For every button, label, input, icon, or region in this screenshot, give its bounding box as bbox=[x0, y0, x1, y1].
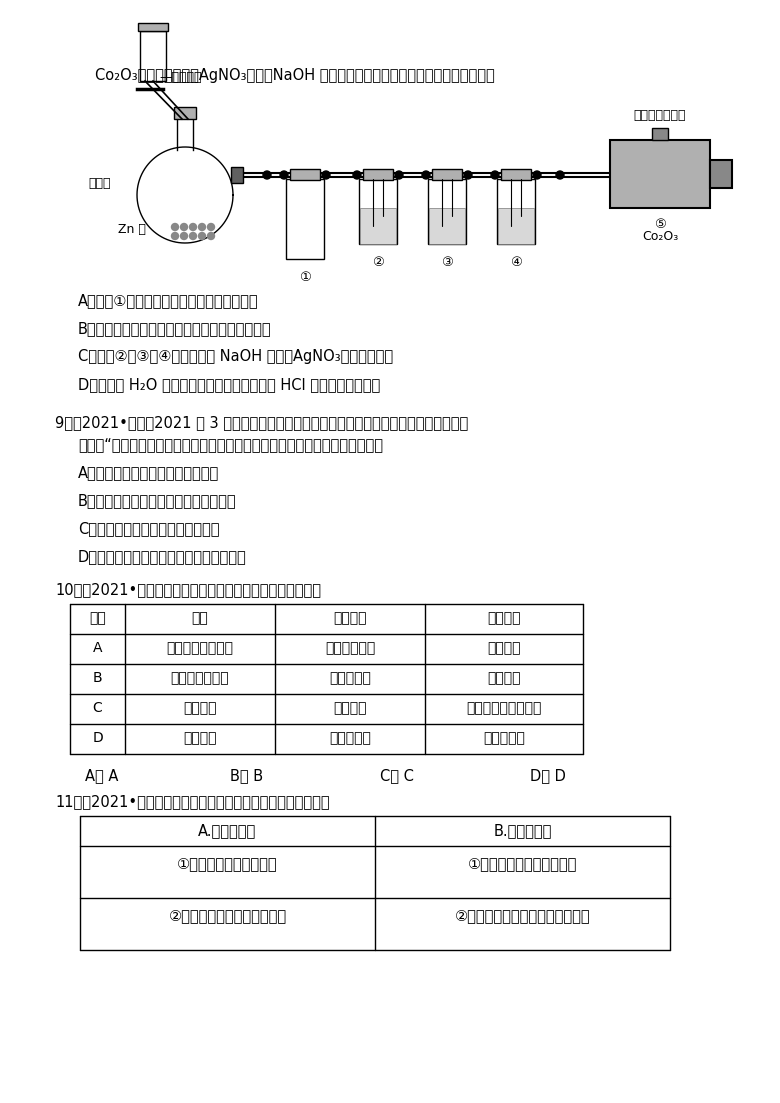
Bar bbox=[359, 179, 397, 244]
Bar bbox=[174, 107, 196, 119]
Text: 炸菜时油锅着火: 炸菜时油锅着火 bbox=[171, 671, 229, 685]
Text: ①油锅着火可以用锅盖盖灭: ①油锅着火可以用锅盖盖灭 bbox=[468, 856, 577, 871]
Bar bbox=[363, 169, 393, 180]
Circle shape bbox=[464, 171, 472, 179]
Text: —恒压漏斗: —恒压漏斗 bbox=[159, 71, 201, 84]
Text: 指标。“关爱生命拥抱健康是生活中永恒的主题。下列做法不可取的是（　　）: 指标。“关爱生命拥抱健康是生活中永恒的主题。下列做法不可取的是（ ） bbox=[78, 437, 383, 452]
Text: B． B: B． B bbox=[230, 768, 263, 783]
Text: D． D: D． D bbox=[530, 768, 566, 783]
Circle shape bbox=[180, 224, 187, 231]
Text: ①: ① bbox=[299, 271, 311, 283]
Bar bbox=[610, 140, 710, 208]
Text: ②高层楼房着火时立即乘电梯逃离: ②高层楼房着火时立即乘电梯逃离 bbox=[455, 908, 590, 923]
Text: B.化学与安全: B.化学与安全 bbox=[493, 823, 551, 838]
Text: 浓盐酸: 浓盐酸 bbox=[88, 176, 111, 190]
Circle shape bbox=[422, 171, 430, 179]
Bar bbox=[497, 179, 535, 244]
Text: 选项: 选项 bbox=[89, 611, 106, 625]
Text: A．大力推广公筷行动减少疾病传播: A．大力推广公筷行动减少疾病传播 bbox=[78, 465, 219, 480]
Circle shape bbox=[533, 171, 541, 179]
Text: 管式炉（加热）: 管式炉（加热） bbox=[633, 109, 686, 122]
Text: B: B bbox=[93, 671, 102, 685]
Text: 11．（2021•泰安）下列归纳和总结完全正硫的一组是（　　）: 11．（2021•泰安）下列归纳和总结完全正硫的一组是（ ） bbox=[55, 794, 330, 808]
Text: 10．（2021•东营）下列有关灭火的知识，错误的是（　　）: 10．（2021•东营）下列有关灭火的知识，错误的是（ ） bbox=[55, 582, 321, 597]
Bar bbox=[652, 128, 668, 140]
Text: Co₂O₃: Co₂O₃ bbox=[642, 231, 678, 243]
Circle shape bbox=[198, 224, 205, 231]
Text: B．实验结束，先关闭恒压漏斗活塞，再停止加热: B．实验结束，先关闭恒压漏斗活塞，再停止加热 bbox=[78, 321, 271, 336]
Bar bbox=[498, 208, 534, 244]
Text: B．合理使用农药和化肋，减少水土污染: B．合理使用农药和化肋，减少水土污染 bbox=[78, 493, 236, 508]
Text: 隔离可燃物: 隔离可燃物 bbox=[483, 731, 525, 745]
Circle shape bbox=[207, 233, 215, 239]
Circle shape bbox=[263, 171, 271, 179]
Text: 灭火原理: 灭火原理 bbox=[488, 611, 521, 625]
Text: 用锅盖盖灭: 用锅盖盖灭 bbox=[329, 671, 371, 685]
Text: A.化学与生活: A.化学与生活 bbox=[198, 823, 257, 838]
Text: 9．（2021•菏泽）2021 年 3 月，习近平总书记在福建考察时指出：健康是幸福生活最重要的: 9．（2021•菏泽）2021 年 3 月，习近平总书记在福建考察时指出：健康是… bbox=[55, 415, 468, 430]
Bar bbox=[286, 179, 324, 259]
Text: C: C bbox=[93, 702, 102, 715]
Text: A． A: A． A bbox=[85, 768, 119, 783]
Bar bbox=[290, 169, 320, 180]
Circle shape bbox=[353, 171, 361, 179]
Bar bbox=[138, 23, 168, 31]
Bar bbox=[501, 169, 531, 180]
Text: ③: ③ bbox=[441, 256, 453, 269]
Circle shape bbox=[207, 224, 215, 231]
Text: 酒精酒在桌上起火: 酒精酒在桌上起火 bbox=[166, 641, 233, 655]
Circle shape bbox=[395, 171, 403, 179]
Text: ②用活性炭吸附冰筱中的异味: ②用活性炭吸附冰筱中的异味 bbox=[168, 908, 286, 923]
Bar bbox=[428, 179, 466, 244]
Text: 用水浇灭: 用水浇灭 bbox=[333, 702, 367, 715]
Circle shape bbox=[198, 233, 205, 239]
Circle shape bbox=[172, 224, 179, 231]
Text: ②: ② bbox=[372, 256, 384, 269]
Text: 灭火方法: 灭火方法 bbox=[333, 611, 367, 625]
Text: 情景: 情景 bbox=[192, 611, 208, 625]
Bar bbox=[231, 167, 243, 183]
Text: ⑤: ⑤ bbox=[654, 218, 666, 231]
Text: 隔绝氧气: 隔绝氧气 bbox=[488, 641, 521, 655]
Text: 森林着火: 森林着火 bbox=[183, 731, 217, 745]
Text: Co₂O₃（提供试剂有：AgNO₃溶液、NaOH 溶液、浓硫酸）。下列说法正硫的是（　　）: Co₂O₃（提供试剂有：AgNO₃溶液、NaOH 溶液、浓硫酸）。下列说法正硫的… bbox=[95, 68, 495, 83]
Text: 降低可燃物的着火点: 降低可燃物的着火点 bbox=[466, 702, 541, 715]
Text: C．装置②、③、④中依次盛装 NaOH 溶液、AgNO₃溶液、浓硫酸: C．装置②、③、④中依次盛装 NaOH 溶液、AgNO₃溶液、浓硫酸 bbox=[78, 349, 393, 364]
Text: A: A bbox=[93, 641, 102, 655]
Text: Zn 粒: Zn 粒 bbox=[118, 223, 146, 236]
Bar bbox=[360, 208, 396, 244]
Text: C．变质的食物加热后食用杀菌消毒: C．变质的食物加热后食用杀菌消毒 bbox=[78, 521, 219, 536]
Bar bbox=[429, 208, 465, 244]
Circle shape bbox=[190, 224, 197, 231]
Circle shape bbox=[172, 233, 179, 239]
Text: D．生成物 H₂O 中氢元素的质量与参加反应的 HCl 中氢元素质量相等: D．生成物 H₂O 中氢元素的质量与参加反应的 HCl 中氢元素质量相等 bbox=[78, 377, 381, 392]
Text: 用湿抓布盖灭: 用湿抓布盖灭 bbox=[325, 641, 375, 655]
Bar bbox=[710, 160, 732, 188]
Text: A．装置①内的导管应为进气管长，出气管短: A．装置①内的导管应为进气管长，出气管短 bbox=[78, 293, 259, 308]
Circle shape bbox=[180, 233, 187, 239]
Circle shape bbox=[491, 171, 499, 179]
Circle shape bbox=[190, 233, 197, 239]
Text: 开辟隔离带: 开辟隔离带 bbox=[329, 731, 371, 745]
Bar bbox=[432, 169, 462, 180]
Circle shape bbox=[322, 171, 330, 179]
Text: ①用煮永的方法将水杀菌: ①用煮永的方法将水杀菌 bbox=[177, 856, 278, 871]
Text: C． C: C． C bbox=[380, 768, 414, 783]
Circle shape bbox=[280, 171, 288, 179]
Text: 楼房着火: 楼房着火 bbox=[183, 702, 217, 715]
Circle shape bbox=[556, 171, 564, 179]
Bar bbox=[140, 31, 166, 81]
Text: D．开发利用新能源，减少化石燃料的使用: D．开发利用新能源，减少化石燃料的使用 bbox=[78, 549, 246, 564]
Text: D: D bbox=[92, 731, 103, 745]
Text: 隔绝氧气: 隔绝氧气 bbox=[488, 671, 521, 685]
Text: ④: ④ bbox=[510, 256, 522, 269]
